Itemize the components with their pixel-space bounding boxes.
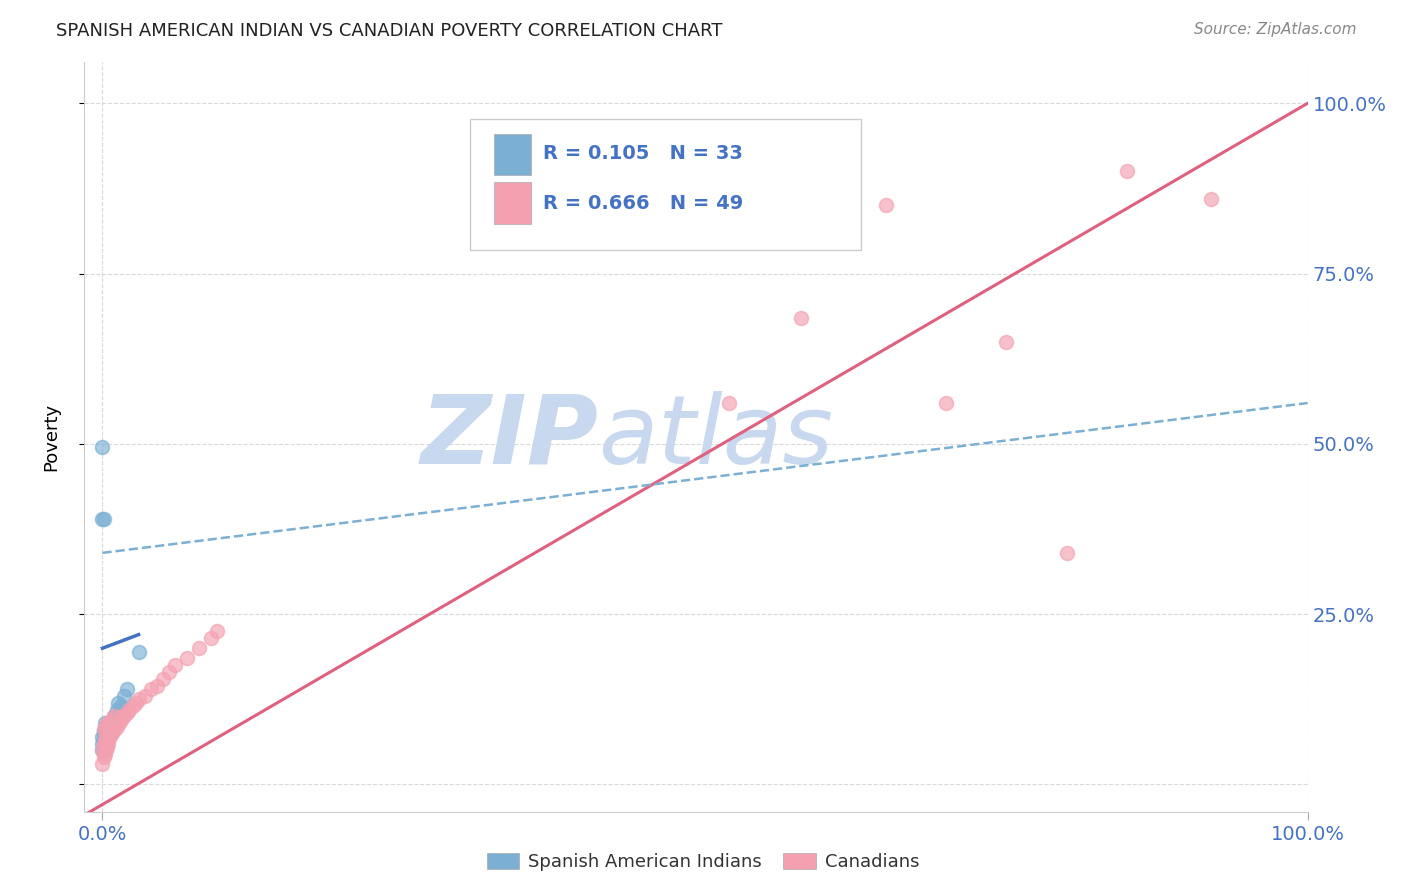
Point [110,713,132,727]
Point [935,396,957,410]
Point [134,689,156,703]
Point [91,440,114,454]
Point [139,682,162,697]
Point [112,689,135,703]
Point [94,733,117,747]
Point [128,692,150,706]
Point [110,699,132,714]
Point [94,720,117,734]
Text: R = 0.105   N = 33: R = 0.105 N = 33 [543,145,742,163]
Point [94,726,117,740]
Point [205,624,228,639]
Point [118,702,141,716]
Point [152,672,174,686]
Point [93,512,115,526]
Point [105,702,128,716]
Point [103,709,125,723]
Point [96,716,118,731]
Bar [494,134,531,175]
Point [125,696,148,710]
Point [94,737,117,751]
Point [101,723,124,737]
Point [94,716,117,731]
Point [176,651,198,665]
Point [105,720,128,734]
Point [111,709,134,723]
Point [103,709,125,723]
Point [145,679,167,693]
Point [128,645,150,659]
Text: Source: ZipAtlas.com: Source: ZipAtlas.com [1194,22,1357,37]
Point [108,716,131,731]
Point [96,723,118,737]
Point [94,723,117,737]
Point [995,334,1018,349]
Point [98,726,121,740]
Point [790,310,813,325]
Legend: Spanish American Indians, Canadians: Spanish American Indians, Canadians [479,846,927,879]
Point [91,730,114,744]
Text: R = 0.666   N = 49: R = 0.666 N = 49 [543,194,744,213]
Point [91,757,114,772]
Point [1056,546,1078,560]
Point [115,682,138,697]
Point [100,716,122,731]
Point [91,512,114,526]
Point [97,723,120,737]
Point [94,747,117,761]
Point [94,730,117,744]
Point [97,737,120,751]
Point [200,631,222,645]
Point [93,726,115,740]
Point [112,709,135,723]
Text: ZIP: ZIP [420,391,598,483]
Point [93,723,115,737]
Point [91,743,114,757]
Text: atlas: atlas [598,391,834,483]
Point [875,198,897,212]
Point [838,219,860,233]
Point [97,720,120,734]
Point [1199,192,1222,206]
Point [101,713,124,727]
Point [91,737,114,751]
Point [107,696,129,710]
Point [103,723,125,737]
FancyBboxPatch shape [470,119,860,250]
Point [121,699,143,714]
Point [187,641,209,656]
Point [98,730,121,744]
Point [93,737,115,751]
Point [718,396,741,410]
Point [94,720,117,734]
Point [94,733,117,747]
Point [97,730,120,744]
Point [91,743,114,757]
Point [93,723,115,737]
Point [93,739,115,754]
Point [101,726,124,740]
Point [96,739,118,754]
Point [1115,164,1137,178]
Text: SPANISH AMERICAN INDIAN VS CANADIAN POVERTY CORRELATION CHART: SPANISH AMERICAN INDIAN VS CANADIAN POVE… [56,22,723,40]
Bar [494,182,531,224]
Point [163,658,186,673]
Point [96,730,118,744]
Point [100,723,122,737]
Point [94,743,117,757]
Point [157,665,180,679]
Y-axis label: Poverty: Poverty [42,403,60,471]
Point [94,730,117,744]
Point [115,706,138,720]
Point [93,750,115,764]
Point [103,720,125,734]
Point [93,733,115,747]
Point [103,716,125,731]
